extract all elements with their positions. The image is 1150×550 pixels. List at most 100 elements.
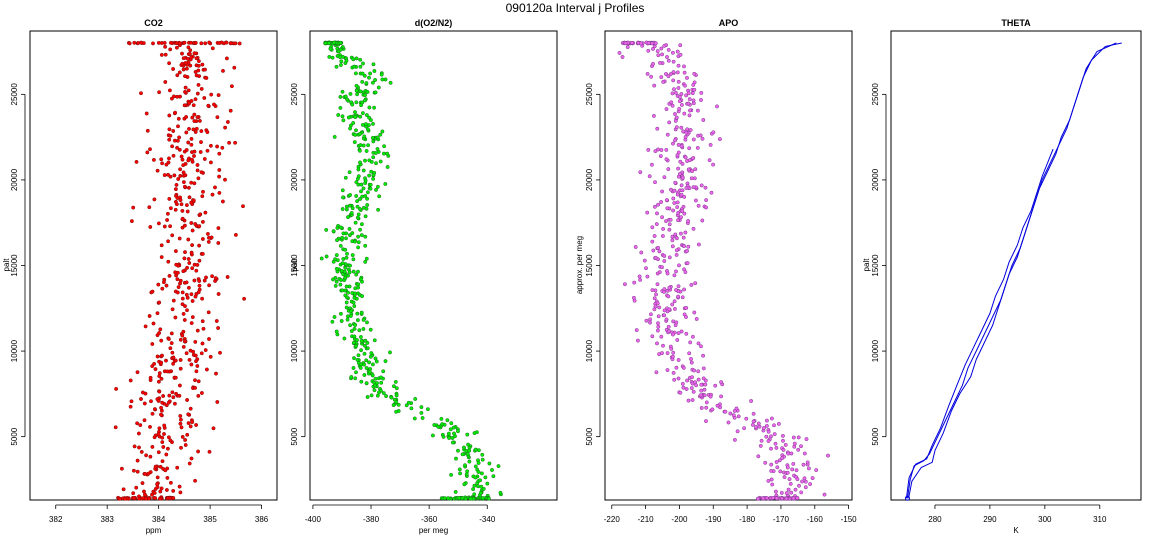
data-point	[135, 469, 140, 474]
data-point	[672, 87, 676, 92]
data-point	[180, 157, 185, 162]
data-point	[476, 461, 481, 465]
data-point	[191, 198, 196, 203]
data-point	[671, 59, 676, 64]
data-point	[799, 444, 803, 449]
data-point	[362, 134, 367, 139]
data-point	[365, 190, 370, 195]
data-point	[359, 189, 363, 194]
data-point	[432, 423, 437, 427]
data-point	[782, 475, 787, 480]
data-point	[167, 393, 172, 398]
data-point	[763, 460, 768, 465]
data-point	[476, 448, 481, 453]
data-point	[356, 353, 361, 358]
data-point	[450, 436, 455, 440]
data-point	[672, 273, 677, 278]
data-point	[174, 45, 179, 50]
data-point	[664, 147, 669, 152]
data-point	[190, 150, 194, 155]
data-point	[465, 432, 470, 437]
data-point	[774, 496, 779, 501]
data-point	[156, 398, 161, 403]
data-point	[173, 207, 178, 212]
data-point	[205, 130, 210, 135]
data-point	[351, 340, 356, 345]
data-point	[687, 158, 692, 163]
data-point	[346, 115, 351, 120]
data-point	[171, 129, 176, 133]
data-point	[185, 432, 190, 437]
data-point	[150, 444, 155, 449]
data-point	[175, 465, 180, 470]
data-point	[150, 411, 155, 416]
data-point	[340, 89, 345, 94]
data-point	[344, 255, 349, 260]
data-point	[349, 309, 353, 314]
data-point	[181, 329, 186, 334]
data-point	[183, 89, 187, 94]
data-point	[670, 302, 675, 307]
data-point	[449, 421, 454, 426]
data-point	[677, 263, 681, 268]
data-point	[155, 311, 160, 316]
data-point	[642, 258, 647, 263]
data-point	[216, 93, 221, 98]
data-point	[654, 370, 659, 375]
data-point	[144, 453, 149, 458]
y-tick-label: 15000	[10, 254, 19, 277]
data-point	[349, 375, 354, 379]
data-point	[350, 206, 355, 211]
data-point	[690, 334, 695, 339]
data-point	[708, 142, 713, 147]
data-point	[185, 265, 190, 270]
data-point	[355, 199, 360, 204]
y-axis-do2n2: 5000 10000 15000 20000 25000	[290, 83, 306, 446]
data-point	[473, 464, 478, 469]
data-point	[732, 437, 737, 442]
data-point	[669, 187, 673, 192]
data-point	[805, 460, 810, 465]
data-point	[167, 61, 172, 66]
data-point	[689, 357, 693, 361]
data-point	[709, 190, 714, 195]
data-point	[365, 203, 370, 207]
data-point	[647, 174, 652, 179]
data-point	[661, 226, 666, 231]
data-point	[358, 277, 363, 282]
data-point	[670, 50, 675, 55]
data-point	[160, 353, 164, 358]
data-point	[769, 468, 774, 473]
data-point	[162, 432, 166, 436]
data-point	[347, 170, 352, 175]
data-point	[356, 174, 361, 179]
data-point	[356, 245, 361, 250]
data-point	[159, 52, 164, 57]
data-point	[167, 137, 172, 142]
data-point	[182, 223, 187, 228]
data-point	[367, 105, 372, 110]
data-point	[190, 315, 195, 320]
data-point	[190, 228, 195, 233]
data-point	[682, 244, 687, 249]
data-point	[170, 233, 175, 238]
data-point	[735, 429, 740, 434]
data-point	[704, 198, 709, 203]
data-point	[343, 293, 348, 298]
data-point	[369, 159, 374, 164]
data-point	[170, 307, 175, 312]
data-point	[188, 48, 193, 53]
data-point	[699, 344, 703, 349]
data-point	[385, 165, 390, 169]
data-point	[216, 241, 221, 245]
data-point	[349, 211, 354, 215]
data-point	[220, 145, 225, 150]
data-point	[693, 198, 698, 203]
data-point	[206, 103, 211, 108]
y-axis-co2: 5000 10000 15000 20000 25000	[10, 83, 26, 446]
data-point	[700, 218, 705, 223]
data-point	[187, 126, 191, 131]
data-point	[480, 452, 485, 457]
data-point	[700, 136, 705, 141]
data-point	[686, 91, 691, 96]
